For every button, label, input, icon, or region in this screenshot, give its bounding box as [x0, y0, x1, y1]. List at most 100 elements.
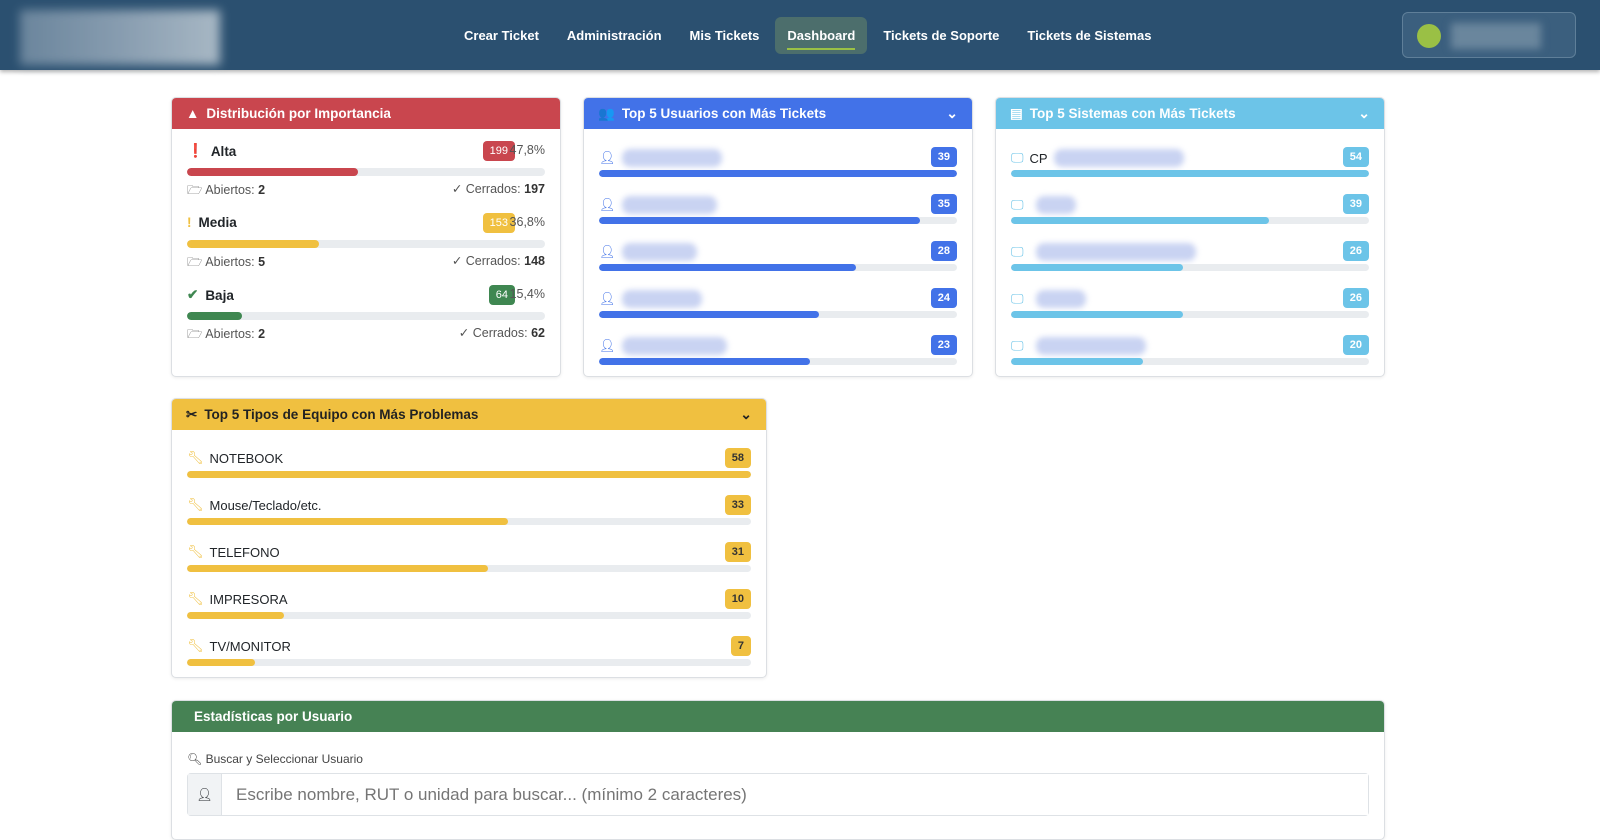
- main-menu: Crear Ticket Administración Mis Tickets …: [452, 17, 1163, 54]
- user-stats-header: Estadísticas por Usuario: [172, 701, 1384, 732]
- navbar: Crear Ticket Administración Mis Tickets …: [0, 0, 1600, 70]
- equipment-list-item[interactable]: 🔧︎ IMPRESORA 10: [172, 581, 766, 628]
- importance-card: ▲ Distribución por Importancia ❗ Alta 199 …: [171, 97, 561, 377]
- open-count: 🗁 Abiertos: 2: [187, 183, 266, 197]
- count-badge: 54: [1342, 147, 1369, 167]
- percent: 47,8%: [509, 143, 545, 157]
- user-search-input[interactable]: [222, 774, 1368, 815]
- count-badge: 26: [1342, 288, 1369, 308]
- user-menu-button[interactable]: [1402, 12, 1576, 58]
- logo[interactable]: [20, 10, 220, 65]
- progress-bar: [187, 471, 751, 478]
- users-list-item[interactable]: 👤︎ 39: [584, 139, 972, 186]
- user-search-group: 👤︎: [187, 773, 1369, 816]
- top-users-header[interactable]: 👥 Top 5 Usuarios con Más Tickets ⌄: [584, 98, 972, 129]
- count-badge: 31: [724, 542, 751, 562]
- users-list-item[interactable]: 👤︎ 35: [584, 186, 972, 233]
- count-badge: 58: [724, 448, 751, 468]
- equipment-list-item[interactable]: 🔧︎ TV/MONITOR 7: [172, 628, 766, 675]
- progress-bar: [187, 565, 751, 572]
- progress-bar: [599, 170, 957, 177]
- chevron-down-icon[interactable]: ⌄: [1358, 105, 1370, 121]
- card-title: Top 5 Tipos de Equipo con Más Problemas: [204, 407, 479, 422]
- top-equipment-card: ✂ Top 5 Tipos de Equipo con Más Problemas…: [171, 398, 767, 678]
- users-list-item[interactable]: 👤︎ 23: [584, 327, 972, 374]
- importance-icon: ❗: [187, 143, 204, 158]
- blurred-name: [621, 243, 697, 261]
- count-badge: 7: [730, 636, 751, 656]
- top-equipment-header[interactable]: ✂ Top 5 Tipos de Equipo con Más Problemas…: [172, 399, 766, 430]
- progress-bar: [187, 612, 751, 619]
- chevron-down-icon[interactable]: ⌄: [946, 105, 958, 121]
- monitor-icon: 🖵: [1011, 338, 1024, 353]
- user-icon: 👤︎: [599, 197, 616, 212]
- nav-dashboard[interactable]: Dashboard: [775, 17, 868, 54]
- monitor-icon: 🖵: [1011, 291, 1024, 306]
- tools-icon: ✂: [186, 406, 198, 422]
- progress-bar: [1011, 358, 1369, 365]
- top-systems-card: ▤ Top 5 Sistemas con Más Tickets ⌄ 🖵 CP 54 …: [995, 97, 1385, 377]
- user-stats-card: Estadísticas por Usuario 🔍︎ Buscar y Sel…: [171, 700, 1385, 840]
- systems-list-item[interactable]: 🖵 26: [996, 280, 1384, 327]
- user-icon: 👤︎: [599, 291, 616, 306]
- nav-administracion[interactable]: Administración: [566, 28, 662, 43]
- users-icon: 👥: [598, 105, 615, 121]
- progress-bar: [187, 659, 751, 666]
- blurred-name: [1053, 149, 1184, 167]
- count-badge: 10: [724, 589, 751, 609]
- count-badge: 28: [930, 241, 957, 261]
- progress-bar: [599, 217, 957, 224]
- search-label: 🔍︎ Buscar y Seleccionar Usuario: [187, 752, 363, 766]
- wrench-icon: 🔧︎: [187, 497, 204, 512]
- monitor-icon: 🖵: [1011, 197, 1024, 212]
- equipment-list-item[interactable]: 🔧︎ NOTEBOOK 58: [172, 440, 766, 487]
- systems-list-item[interactable]: 🖵 39: [996, 186, 1384, 233]
- users-list-item[interactable]: 👤︎ 28: [584, 233, 972, 280]
- wrench-icon: 🔧︎: [187, 544, 204, 559]
- closed-count: ✓ Cerrados: 197: [451, 182, 545, 196]
- blurred-name: [621, 196, 717, 214]
- card-title: Top 5 Usuarios con Más Tickets: [621, 106, 827, 121]
- blurred-name: [621, 149, 722, 167]
- progress-bar: [1011, 170, 1369, 177]
- chevron-down-icon[interactable]: ⌄: [740, 406, 752, 422]
- closed-count: ✓ Cerrados: 148: [451, 254, 545, 268]
- importance-icon: !: [187, 215, 192, 230]
- user-name-blurred: [1451, 23, 1541, 49]
- user-icon: 👤︎: [599, 244, 616, 259]
- nav-mis-tickets[interactable]: Mis Tickets: [689, 28, 760, 43]
- card-title: Top 5 Sistemas con Más Tickets: [1029, 106, 1236, 121]
- progress-bar: [599, 264, 957, 271]
- progress-bar: [1011, 264, 1369, 271]
- monitor-icon: 🖵: [1011, 150, 1024, 165]
- count-badge: 64: [488, 285, 515, 305]
- blurred-name: [1035, 290, 1086, 308]
- count-badge: 20: [1342, 335, 1369, 355]
- monitor-icon: 🖵: [1011, 244, 1024, 259]
- equipment-list-item[interactable]: 🔧︎ Mouse/Teclado/etc. 33: [172, 487, 766, 534]
- nav-tickets-soporte[interactable]: Tickets de Soporte: [883, 28, 1000, 43]
- user-icon: 👤︎: [599, 338, 616, 353]
- systems-list-item[interactable]: 🖵 26: [996, 233, 1384, 280]
- count-badge: 23: [930, 335, 957, 355]
- users-list-item[interactable]: 👤︎ 24: [584, 280, 972, 327]
- importance-name: Media: [198, 215, 237, 230]
- count-badge: 39: [1342, 194, 1369, 214]
- item-name: TV/MONITOR: [209, 638, 291, 654]
- nav-tickets-sistemas[interactable]: Tickets de Sistemas: [1027, 28, 1152, 43]
- nav-crear-ticket[interactable]: Crear Ticket: [464, 28, 539, 43]
- top-systems-header[interactable]: ▤ Top 5 Sistemas con Más Tickets ⌄: [996, 98, 1384, 129]
- progress-bar: [187, 518, 751, 525]
- blurred-name: [1035, 196, 1076, 214]
- progress-bar: [1011, 217, 1369, 224]
- count-badge: 35: [930, 194, 957, 214]
- card-title: Estadísticas por Usuario: [194, 709, 353, 724]
- wrench-icon: 🔧︎: [187, 638, 204, 653]
- open-count: 🗁 Abiertos: 5: [187, 255, 266, 269]
- server-icon: ▤: [1010, 105, 1023, 121]
- equipment-list-item[interactable]: 🔧︎ TELEFONO 31: [172, 534, 766, 581]
- systems-list-item[interactable]: 🖵 20: [996, 327, 1384, 374]
- systems-list-item[interactable]: 🖵 CP 54: [996, 139, 1384, 186]
- count-badge: 39: [930, 147, 957, 167]
- blurred-name: [1035, 243, 1196, 261]
